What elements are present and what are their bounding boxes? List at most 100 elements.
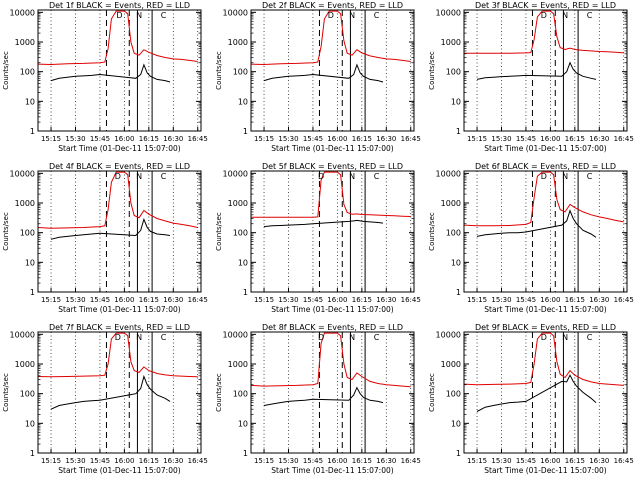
y-tick-label: 1 <box>456 127 461 136</box>
x-tick-label: 16:45 <box>188 296 208 304</box>
y-axis-label: Counts/sec <box>428 51 436 90</box>
y-tick-label: 1 <box>30 127 35 136</box>
region-label: D <box>318 333 324 342</box>
detector-panel: 1 10 100 1000 10000 15:15 15:30 15:45 16:00 16:15… <box>428 162 634 314</box>
y-tick-label: 1 <box>30 449 35 458</box>
event-rate-line <box>476 61 597 80</box>
y-tick-label: 100 <box>233 68 248 77</box>
y-tick-label: 100 <box>20 68 35 77</box>
detector-panel: 1 10 100 1000 10000 15:15 15:30 15:45 16:00 16:15… <box>2 1 208 153</box>
x-tick-label: 15:45 <box>90 135 110 143</box>
region-label: C <box>374 11 380 20</box>
y-tick-label: 10000 <box>436 330 461 339</box>
x-tick-label: 16:30 <box>376 135 396 143</box>
region-label: C <box>374 172 380 181</box>
x-tick-label: 15:30 <box>278 135 298 143</box>
x-tick-label: 16:30 <box>163 135 183 143</box>
region-label: D <box>318 172 324 181</box>
x-axis-label: Start Time (01-Dec-11 15:07:00) <box>271 144 393 153</box>
y-tick-label: 10 <box>238 258 248 267</box>
y-axis-label: Counts/sec <box>215 51 223 90</box>
region-label: N <box>349 333 355 342</box>
y-tick-label: 100 <box>233 390 248 399</box>
plot-frame <box>250 170 415 293</box>
x-axis-label: Start Time (01-Dec-11 15:07:00) <box>271 466 393 475</box>
y-tick-label: 1000 <box>441 38 461 47</box>
x-tick-label: 16:30 <box>589 296 609 304</box>
lld-rate-line <box>464 10 624 54</box>
x-tick-label: 15:45 <box>303 135 323 143</box>
x-tick-label: 15:15 <box>254 296 274 304</box>
y-tick-label: 1 <box>30 288 35 297</box>
lld-rate-line <box>463 332 624 386</box>
x-axis-label: Start Time (01-Dec-11 15:07:00) <box>271 305 393 314</box>
detector-panel: 1 10 100 1000 10000 15:15 15:30 15:45 16:00 16:15… <box>428 1 634 153</box>
event-rate-line <box>476 209 597 238</box>
region-label: C <box>587 11 593 20</box>
lld-rate-line <box>251 171 411 218</box>
region-label: N <box>562 172 568 181</box>
detector-panel: 1 10 100 1000 10000 15:15 15:30 15:45 16:00 16:15… <box>215 323 421 475</box>
x-tick-label: 15:45 <box>303 457 323 465</box>
plot-frame <box>463 331 628 454</box>
event-rate-line <box>50 217 171 240</box>
x-tick-label: 16:45 <box>188 135 208 143</box>
x-tick-label: 16:00 <box>327 296 347 304</box>
y-axis-label: Counts/sec <box>2 373 10 412</box>
y-tick-label: 10 <box>25 258 35 267</box>
panel-title: Det 4f BLACK = Events, RED = LLD <box>49 162 190 171</box>
y-tick-label: 10 <box>451 258 461 267</box>
plot-frame <box>250 9 415 132</box>
x-tick-label: 16:15 <box>352 135 372 143</box>
y-axis-label: Counts/sec <box>428 373 436 412</box>
plot-frame <box>37 170 202 293</box>
y-tick-label: 100 <box>20 390 35 399</box>
detector-panel: 1 10 100 1000 10000 15:15 15:30 15:45 16:00 16:15… <box>428 323 634 475</box>
detector-panel: 1 10 100 1000 10000 15:15 15:30 15:45 16:00 16:15… <box>2 323 208 475</box>
event-rate-line <box>50 374 171 410</box>
region-label: D <box>328 11 334 20</box>
x-tick-label: 15:15 <box>467 135 487 143</box>
y-tick-label: 1000 <box>15 38 35 47</box>
x-tick-label: 15:30 <box>491 457 511 465</box>
x-tick-label: 15:15 <box>41 135 61 143</box>
y-tick-label: 10000 <box>223 169 248 178</box>
x-tick-label: 15:30 <box>65 457 85 465</box>
y-axis-label: Counts/sec <box>2 212 10 251</box>
event-rate-line <box>476 374 597 412</box>
plot-frame <box>250 331 415 454</box>
y-tick-label: 10 <box>451 419 461 428</box>
region-label: D <box>541 333 547 342</box>
detector-panel: 1 10 100 1000 10000 15:15 15:30 15:45 16:00 16:15… <box>2 162 208 314</box>
region-label: D <box>541 172 547 181</box>
region-label: C <box>161 172 167 181</box>
x-tick-label: 16:15 <box>352 457 372 465</box>
panel-title: Det 7f BLACK = Events, RED = LLD <box>49 323 190 332</box>
y-tick-label: 10000 <box>223 8 248 17</box>
detector-panel: 1 10 100 1000 10000 15:15 15:30 15:45 16:00 16:15… <box>215 1 421 153</box>
y-tick-label: 1000 <box>228 360 248 369</box>
y-tick-label: 1000 <box>228 38 248 47</box>
plot-frame <box>37 331 202 454</box>
x-tick-label: 15:15 <box>467 296 487 304</box>
y-tick-label: 10000 <box>436 169 461 178</box>
y-tick-label: 1 <box>456 449 461 458</box>
x-tick-label: 16:00 <box>540 135 560 143</box>
x-tick-label: 16:00 <box>114 135 134 143</box>
y-tick-label: 1000 <box>15 199 35 208</box>
x-tick-label: 16:15 <box>565 296 585 304</box>
x-tick-label: 16:45 <box>401 135 421 143</box>
x-axis-label: Start Time (01-Dec-11 15:07:00) <box>58 466 180 475</box>
y-axis-label: Counts/sec <box>2 51 10 90</box>
panel-title: Det 6f BLACK = Events, RED = LLD <box>475 162 616 171</box>
region-label: N <box>349 172 355 181</box>
y-axis-label: Counts/sec <box>215 212 223 251</box>
x-tick-label: 16:30 <box>163 457 183 465</box>
region-label: D <box>541 11 547 20</box>
region-label: C <box>374 333 380 342</box>
x-tick-label: 16:00 <box>114 296 134 304</box>
x-axis-label: Start Time (01-Dec-11 15:07:00) <box>484 144 606 153</box>
x-tick-label: 16:45 <box>401 457 421 465</box>
